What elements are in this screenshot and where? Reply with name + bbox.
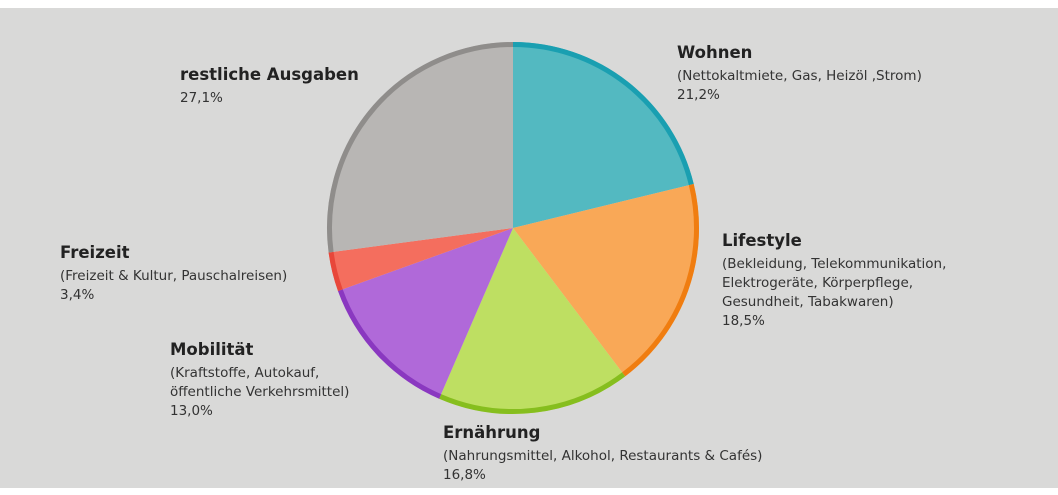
slice-description: Elektrogeräte, Körperpflege, bbox=[722, 275, 913, 291]
pie-slice bbox=[513, 42, 694, 228]
slice-description: (Nettokaltmiete, Gas, Heizöl ,Strom) bbox=[677, 68, 922, 84]
value-label: 18,5% bbox=[722, 313, 765, 329]
slice-description: Gesundheit, Tabakwaren) bbox=[722, 294, 894, 310]
slice-description: (Bekleidung, Telekommunikation, bbox=[722, 256, 946, 272]
slice-rim bbox=[622, 184, 699, 377]
pie-slice bbox=[513, 184, 699, 377]
slice-label: restliche Ausgaben bbox=[180, 65, 359, 84]
value-label: 27,1% bbox=[180, 90, 223, 106]
pie-slice bbox=[439, 228, 626, 414]
value-label: 13,0% bbox=[170, 403, 213, 419]
slice-rim bbox=[328, 251, 343, 292]
value-label: 16,8% bbox=[443, 467, 486, 483]
slice-label: Mobilität bbox=[170, 340, 254, 359]
slice-label: Lifestyle bbox=[722, 231, 802, 250]
slice-rim bbox=[439, 372, 626, 414]
slice-description: (Freizeit & Kultur, Pauschalreisen) bbox=[60, 268, 287, 284]
pie-slice bbox=[327, 42, 513, 253]
pie-slice bbox=[328, 228, 513, 292]
value-label: 21,2% bbox=[677, 87, 720, 103]
slice-label: Freizeit bbox=[60, 243, 130, 262]
slice-rim bbox=[512, 42, 694, 186]
slice-label: Ernährung bbox=[443, 423, 540, 442]
slice-description: öffentliche Verkehrsmittel) bbox=[170, 384, 349, 400]
value-label: 3,4% bbox=[60, 287, 94, 303]
slice-description: (Kraftstoffe, Autokauf, bbox=[170, 365, 319, 381]
slice-description: (Nahrungsmittel, Alkohol, Restaurants & … bbox=[443, 448, 762, 464]
slice-rim bbox=[327, 42, 514, 253]
slice-label: Wohnen bbox=[677, 43, 752, 62]
slice-rim bbox=[337, 289, 442, 399]
